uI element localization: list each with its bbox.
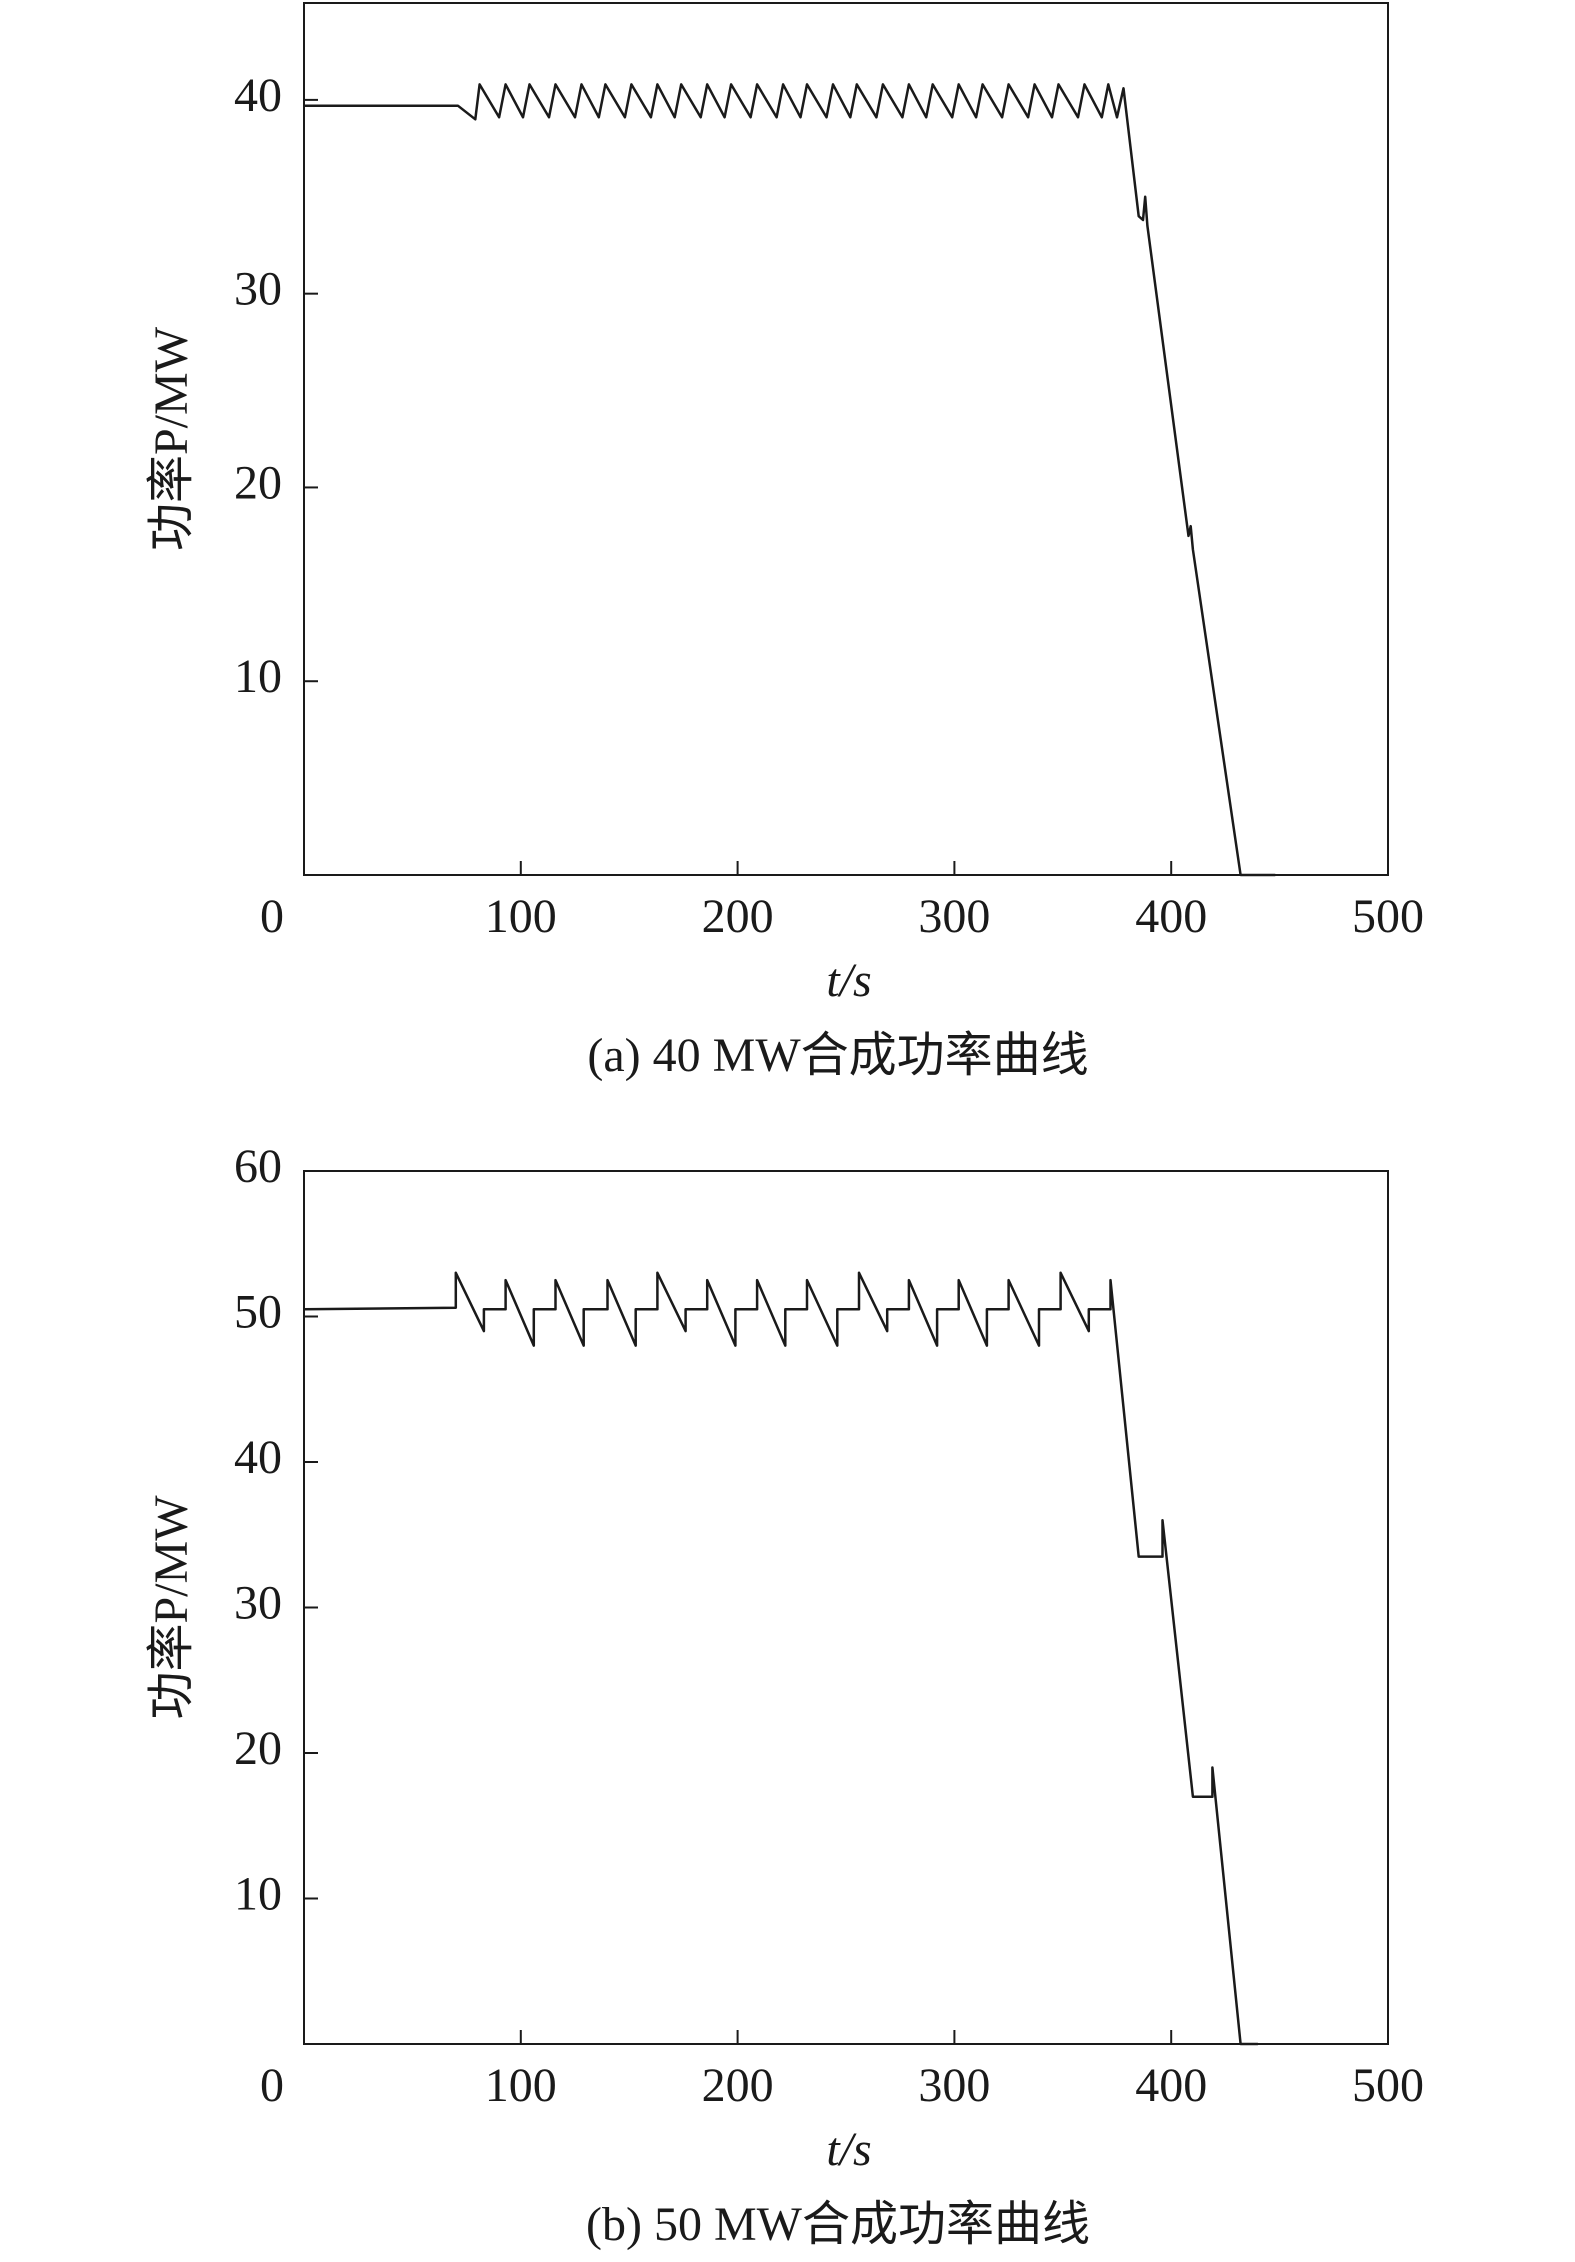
x-axis-label: t/s [826, 2123, 871, 2176]
x-axis-label: t/s [826, 954, 871, 1007]
x-tick-label: 500 [1352, 890, 1424, 943]
y-tick-label: 40 [234, 1431, 282, 1484]
y-tick-label: 30 [234, 263, 282, 316]
y-tick-label: 20 [234, 456, 282, 509]
y-tick-label: 40 [234, 69, 282, 122]
x-tick-label: 500 [1352, 2059, 1424, 2112]
y-tick-label: 50 [234, 1286, 282, 1339]
x-tick-label: 100 [485, 890, 557, 943]
y-axis-label: 功率P/MW [145, 1495, 198, 1720]
x-tick-label: 0 [260, 890, 284, 943]
x-tick-label: 400 [1135, 890, 1207, 943]
x-tick-label: 100 [485, 2059, 557, 2112]
chart-caption: (b) 50 MW合成功率曲线 [586, 2198, 1090, 2251]
x-tick-label: 200 [702, 2059, 774, 2112]
x-tick-label: 300 [918, 2059, 990, 2112]
y-tick-label: 10 [234, 1868, 282, 1921]
x-tick-label: 400 [1135, 2059, 1207, 2112]
y-tick-label: 10 [234, 650, 282, 703]
x-tick-label: 0 [260, 2059, 284, 2112]
x-tick-label: 200 [702, 890, 774, 943]
chart-caption: (a) 40 MW合成功率曲线 [587, 1029, 1088, 1082]
y-tick-label: 20 [234, 1722, 282, 1775]
x-tick-label: 300 [918, 890, 990, 943]
power-curve [304, 83, 1276, 877]
y-tick-label: 30 [234, 1577, 282, 1630]
y-axis-label: 功率P/MW [145, 326, 198, 551]
power-curve [303, 1271, 1258, 2046]
plot-frame [303, 2, 1389, 876]
plot-frame [303, 1170, 1389, 2045]
y-tick-label: 60 [234, 1140, 282, 1193]
